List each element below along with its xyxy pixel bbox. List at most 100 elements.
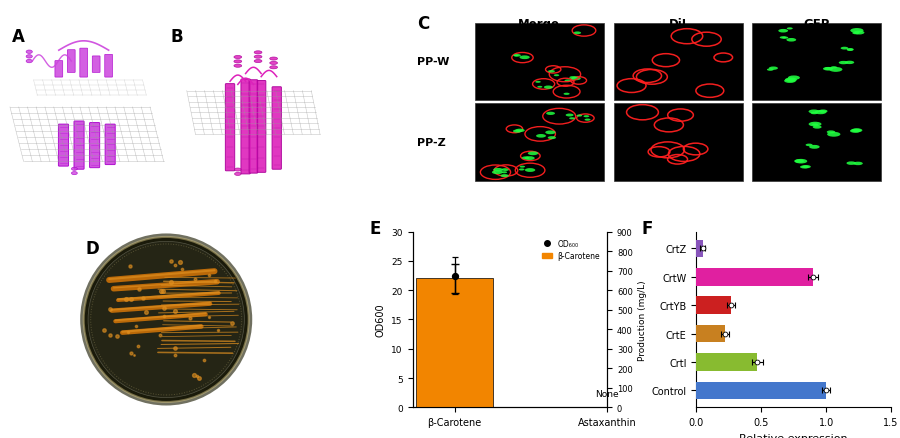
Ellipse shape bbox=[544, 86, 553, 89]
Ellipse shape bbox=[831, 67, 837, 69]
Point bbox=[96, 327, 111, 334]
FancyBboxPatch shape bbox=[249, 81, 257, 174]
Bar bbox=[697, 382, 826, 399]
Ellipse shape bbox=[850, 29, 863, 34]
Text: None: None bbox=[596, 389, 619, 399]
Ellipse shape bbox=[527, 152, 538, 156]
FancyBboxPatch shape bbox=[80, 49, 87, 78]
FancyBboxPatch shape bbox=[256, 81, 266, 173]
Point bbox=[103, 332, 117, 339]
Ellipse shape bbox=[515, 129, 525, 133]
Ellipse shape bbox=[254, 56, 262, 59]
Ellipse shape bbox=[824, 68, 833, 71]
Ellipse shape bbox=[501, 172, 507, 174]
Ellipse shape bbox=[852, 129, 861, 133]
Point bbox=[447, 272, 462, 279]
Ellipse shape bbox=[536, 81, 541, 84]
Text: PP-W: PP-W bbox=[418, 57, 450, 67]
Ellipse shape bbox=[854, 32, 864, 35]
Ellipse shape bbox=[850, 130, 860, 134]
Bar bbox=[614, 104, 742, 181]
Ellipse shape bbox=[492, 171, 503, 175]
FancyBboxPatch shape bbox=[93, 57, 100, 73]
Point bbox=[131, 286, 146, 293]
Point bbox=[136, 295, 150, 302]
Point bbox=[167, 261, 182, 268]
Ellipse shape bbox=[563, 93, 570, 96]
Point bbox=[139, 309, 153, 316]
Point bbox=[190, 373, 204, 380]
Point bbox=[750, 359, 764, 366]
Point bbox=[123, 350, 138, 357]
Bar bbox=[614, 24, 742, 101]
Ellipse shape bbox=[847, 49, 853, 52]
Point bbox=[127, 351, 141, 358]
Text: F: F bbox=[642, 220, 653, 238]
Text: PP-Z: PP-Z bbox=[418, 138, 446, 148]
Ellipse shape bbox=[88, 242, 245, 398]
Bar bbox=[475, 24, 604, 101]
Ellipse shape bbox=[778, 30, 788, 33]
Point bbox=[158, 313, 172, 320]
FancyBboxPatch shape bbox=[225, 85, 235, 171]
Text: GFP: GFP bbox=[804, 18, 830, 32]
Ellipse shape bbox=[254, 52, 262, 55]
Point bbox=[187, 276, 202, 283]
Ellipse shape bbox=[794, 160, 804, 163]
Ellipse shape bbox=[525, 157, 535, 161]
Ellipse shape bbox=[811, 113, 818, 115]
Ellipse shape bbox=[818, 110, 828, 113]
Ellipse shape bbox=[26, 51, 32, 54]
Ellipse shape bbox=[806, 144, 813, 147]
Point bbox=[202, 314, 216, 321]
Ellipse shape bbox=[809, 145, 820, 149]
Text: D: D bbox=[86, 239, 99, 257]
Bar bbox=[697, 325, 724, 343]
X-axis label: Relative expression: Relative expression bbox=[740, 433, 848, 438]
Ellipse shape bbox=[235, 169, 241, 172]
Ellipse shape bbox=[536, 135, 546, 138]
Bar bbox=[697, 353, 757, 371]
FancyBboxPatch shape bbox=[74, 122, 84, 170]
Ellipse shape bbox=[537, 87, 543, 88]
Ellipse shape bbox=[814, 111, 826, 115]
Ellipse shape bbox=[786, 79, 795, 82]
Ellipse shape bbox=[26, 60, 32, 64]
Point bbox=[696, 245, 710, 252]
FancyBboxPatch shape bbox=[55, 61, 63, 78]
Ellipse shape bbox=[827, 131, 835, 134]
Ellipse shape bbox=[234, 65, 242, 68]
Point bbox=[225, 320, 239, 327]
FancyBboxPatch shape bbox=[68, 50, 76, 73]
FancyBboxPatch shape bbox=[104, 55, 112, 78]
Ellipse shape bbox=[565, 114, 573, 117]
Bar bbox=[697, 297, 732, 314]
Text: A: A bbox=[12, 28, 25, 46]
FancyBboxPatch shape bbox=[58, 125, 68, 167]
Text: DiI: DiI bbox=[669, 18, 688, 32]
Ellipse shape bbox=[26, 56, 32, 59]
Ellipse shape bbox=[270, 62, 277, 65]
Point bbox=[167, 307, 182, 314]
Ellipse shape bbox=[795, 159, 807, 164]
Ellipse shape bbox=[769, 67, 778, 71]
Point bbox=[122, 263, 137, 270]
Ellipse shape bbox=[525, 169, 535, 173]
Point bbox=[211, 327, 225, 334]
Ellipse shape bbox=[572, 78, 580, 81]
Ellipse shape bbox=[82, 236, 250, 404]
Point bbox=[130, 343, 145, 350]
Ellipse shape bbox=[569, 118, 575, 120]
Point bbox=[152, 332, 166, 339]
Point bbox=[121, 329, 135, 336]
Ellipse shape bbox=[270, 58, 277, 61]
Point bbox=[157, 304, 171, 311]
Ellipse shape bbox=[787, 28, 793, 30]
Ellipse shape bbox=[71, 172, 77, 175]
Point bbox=[202, 272, 217, 279]
Point bbox=[186, 371, 201, 378]
Ellipse shape bbox=[800, 166, 809, 169]
Ellipse shape bbox=[522, 157, 529, 160]
Ellipse shape bbox=[501, 169, 509, 172]
Point bbox=[168, 345, 183, 352]
